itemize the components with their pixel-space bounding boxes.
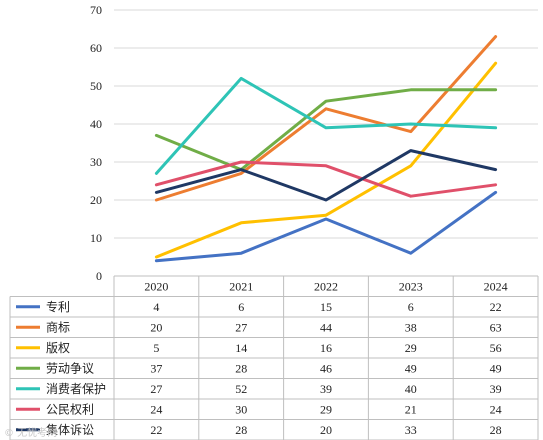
data-label: 27 bbox=[235, 320, 247, 334]
data-label: 29 bbox=[320, 402, 332, 416]
data-label: 4 bbox=[153, 300, 159, 314]
data-label: 44 bbox=[320, 320, 332, 334]
x-tick-label: 2023 bbox=[399, 279, 423, 293]
y-tick-label: 60 bbox=[90, 41, 102, 55]
data-label: 21 bbox=[405, 402, 417, 416]
legend-label: 消费者保护 bbox=[46, 382, 106, 396]
data-label: 27 bbox=[150, 382, 162, 396]
series-line bbox=[154, 149, 498, 202]
data-label: 63 bbox=[490, 320, 502, 334]
data-label: 56 bbox=[490, 341, 502, 355]
data-label: 24 bbox=[150, 402, 162, 416]
y-tick-label: 20 bbox=[90, 193, 102, 207]
legend-label: 商标 bbox=[46, 319, 70, 334]
series-line bbox=[154, 88, 498, 172]
data-label: 52 bbox=[235, 382, 247, 396]
series-line bbox=[154, 61, 498, 259]
y-axis-ticks: 0 10 20 30 40 50 60 70 bbox=[90, 3, 102, 283]
data-label: 46 bbox=[320, 361, 332, 375]
gridlines bbox=[114, 9, 538, 239]
series-line bbox=[154, 190, 498, 263]
legend-label: 版权 bbox=[46, 341, 70, 355]
y-tick-label: 0 bbox=[96, 269, 102, 283]
data-label: 37 bbox=[150, 361, 162, 375]
data-label: 28 bbox=[235, 361, 247, 375]
watermark: © 无忧考网 bbox=[4, 426, 57, 439]
series-line bbox=[154, 160, 498, 198]
data-label: 39 bbox=[490, 382, 502, 396]
data-label: 14 bbox=[235, 341, 247, 355]
y-tick-label: 30 bbox=[90, 155, 102, 169]
data-label: 49 bbox=[490, 361, 502, 375]
data-label: 20 bbox=[320, 423, 332, 437]
x-tick-label: 2024 bbox=[484, 279, 508, 293]
legend-label: 专利 bbox=[46, 299, 70, 314]
data-label: 29 bbox=[405, 341, 417, 355]
series-line bbox=[154, 76, 498, 175]
data-label: 30 bbox=[235, 402, 247, 416]
data-label: 20 bbox=[150, 320, 162, 334]
data-label: 49 bbox=[405, 361, 417, 375]
x-tick-label: 2022 bbox=[314, 279, 338, 293]
y-tick-label: 50 bbox=[90, 79, 102, 93]
legend-label: 劳动争议 bbox=[46, 361, 94, 375]
series-line bbox=[154, 35, 498, 202]
data-label: 28 bbox=[235, 423, 247, 437]
data-label: 6 bbox=[238, 300, 244, 314]
data-label: 15 bbox=[320, 300, 332, 314]
data-label: 38 bbox=[405, 320, 417, 334]
x-tick-label: 2021 bbox=[229, 279, 253, 293]
data-label: 39 bbox=[320, 382, 332, 396]
data-label: 40 bbox=[405, 382, 417, 396]
data-label: 5 bbox=[153, 341, 159, 355]
legend-label: 公民权利 bbox=[46, 402, 94, 416]
data-label: 33 bbox=[405, 423, 417, 437]
y-tick-label: 40 bbox=[90, 117, 102, 131]
data-label: 6 bbox=[408, 300, 414, 314]
data-label: 22 bbox=[490, 300, 502, 314]
x-tick-label: 2020 bbox=[144, 279, 168, 293]
legend-label: 集体诉讼 bbox=[46, 422, 94, 437]
data-label: 22 bbox=[150, 423, 162, 437]
data-label: 28 bbox=[490, 423, 502, 437]
data-label: 16 bbox=[320, 341, 332, 355]
y-tick-label: 70 bbox=[90, 3, 102, 17]
y-tick-label: 10 bbox=[90, 231, 102, 245]
data-label: 24 bbox=[490, 402, 502, 416]
series-lines bbox=[154, 35, 498, 263]
